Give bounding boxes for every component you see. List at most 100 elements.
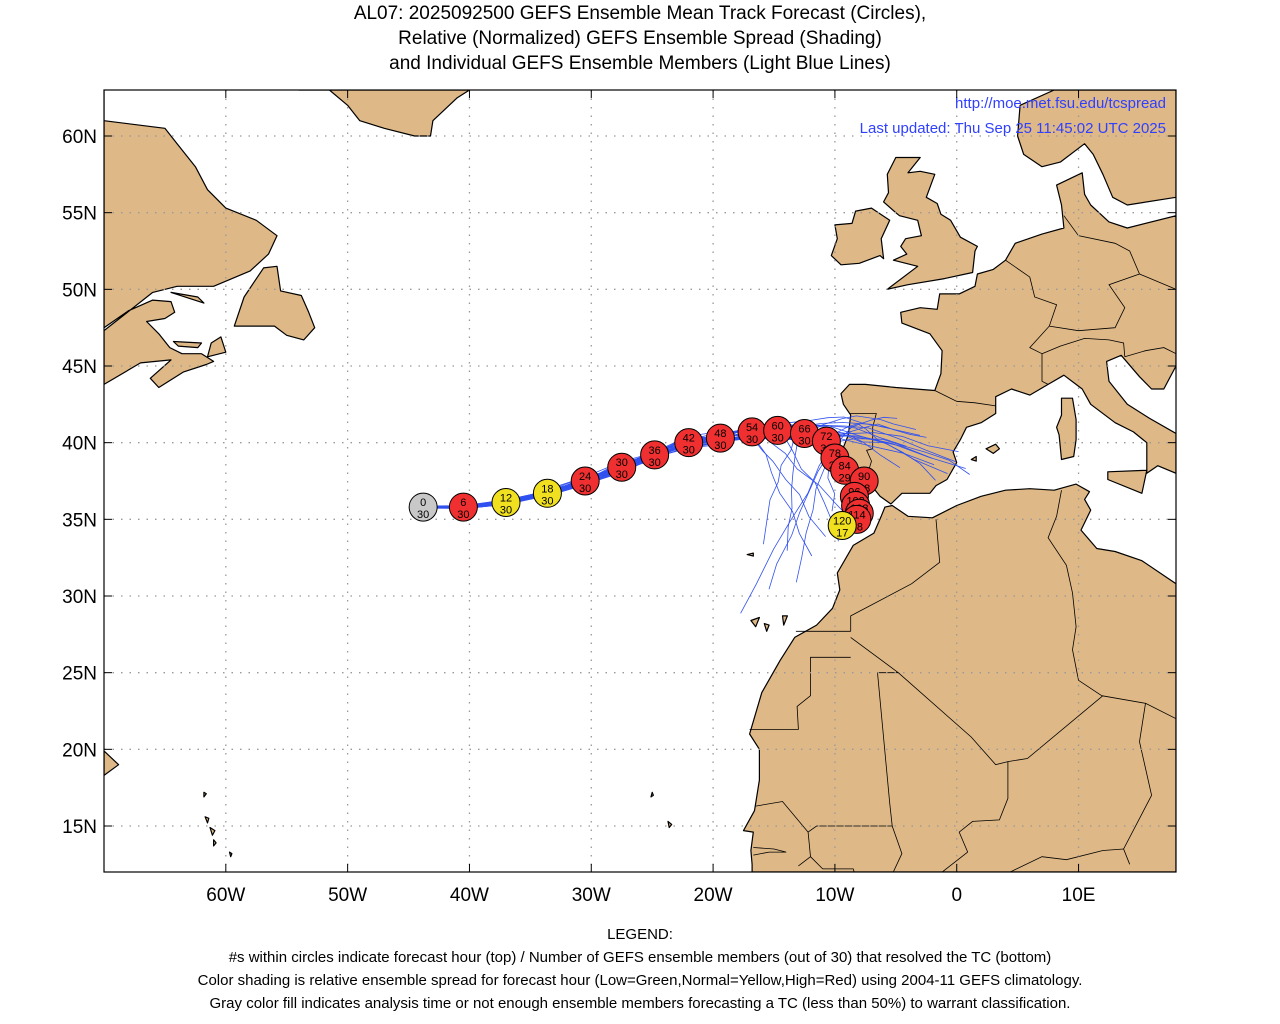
chart-title: AL07: 2025092500 GEFS Ensemble Mean Trac…: [0, 1, 1280, 76]
greenland-land: [298, 90, 471, 137]
anticosti-land: [170, 291, 205, 304]
sicily-land: [1107, 469, 1148, 494]
track-circle: [491, 487, 521, 517]
africa-land: [742, 483, 1176, 872]
forecast-hour-label: 24: [579, 471, 591, 483]
forecast-hour-label: 12: [500, 492, 512, 504]
fuerteventura-land: [781, 615, 789, 626]
legend-heading: LEGEND:: [607, 926, 673, 943]
lon-label-30W: 30W: [572, 885, 611, 906]
legend-line-2: Color shading is relative ensemble sprea…: [197, 972, 1083, 989]
forecast-hour-label: 90: [858, 471, 870, 483]
member-count-label: 30: [683, 445, 695, 457]
member-count-label: 30: [417, 509, 429, 521]
source-url[interactable]: http://moe.met.fsu.edu/tcspread: [955, 95, 1166, 112]
lat-label-55N: 55N: [62, 204, 97, 225]
mali-niger-border: [958, 761, 1009, 853]
forecast-hour-label: 18: [541, 483, 553, 495]
track-circle: [705, 423, 735, 453]
forecast-hour-label: 60: [772, 420, 784, 432]
track-point-0: 030: [408, 492, 438, 522]
lat-label-60N: 60N: [62, 127, 97, 148]
lesser-antilles-4-land: [213, 839, 217, 847]
germany-east-border: [1049, 215, 1141, 332]
algeria-mali-border: [898, 672, 1104, 766]
legend-line-3: Gray color fill indicates analysis time …: [209, 995, 1071, 1012]
member-count-label: 30: [579, 483, 591, 495]
lon-label-10W: 10W: [815, 885, 854, 906]
track-circle: [448, 492, 478, 522]
europe-africa-landmass-land: [840, 90, 1176, 505]
member-count-label: 30: [772, 432, 784, 444]
lat-label-25N: 25N: [62, 664, 97, 685]
member-count-label: 30: [541, 495, 553, 507]
title-line-3: and Individual GEFS Ensemble Members (Li…: [389, 53, 891, 74]
forecast-hour-label: 42: [683, 433, 695, 445]
track-circle: [674, 428, 704, 458]
lesser-antilles-1-land: [203, 791, 207, 798]
lon-label-0: 0: [951, 885, 962, 906]
map-frame: [103, 89, 1177, 873]
track-circle: [570, 466, 600, 496]
balkans-border: [1124, 347, 1176, 358]
mauritania-ws-border: [749, 656, 851, 730]
lon-label-60W: 60W: [206, 885, 245, 906]
member-count-label: 30: [714, 440, 726, 452]
member-count-label: 30: [457, 509, 469, 521]
ireland-land: [830, 207, 891, 266]
ibiza-land: [970, 455, 977, 462]
cape-verde-1-land: [650, 791, 655, 798]
guinea-border: [810, 856, 879, 872]
last-updated: Last updated: Thu Sep 25 11:45:02 UTC 20…: [860, 120, 1166, 137]
lat-label-15N: 15N: [62, 817, 97, 838]
track-circle: [607, 452, 637, 482]
track-point-6: 630: [448, 492, 478, 522]
barbados-land: [228, 851, 233, 858]
newfoundland-land: [233, 265, 316, 341]
corsica-sardinia-land: [1055, 397, 1077, 461]
lat-label-40N: 40N: [62, 434, 97, 455]
title-line-1: AL07: 2025092500 GEFS Ensemble Mean Trac…: [353, 3, 927, 24]
lat-label-35N: 35N: [62, 510, 97, 531]
lon-label-20W: 20W: [694, 885, 733, 906]
lesser-antilles-3-land: [209, 826, 216, 836]
lat-label-50N: 50N: [62, 280, 97, 301]
morocco-algeria-border: [850, 519, 941, 632]
ensemble-mean-track: 0306301230183024303030363042304830543060…: [408, 415, 879, 540]
labrador-quebec-land: [104, 90, 278, 389]
algeria-tunisia-border: [1047, 490, 1073, 593]
gran-canaria-land: [763, 622, 770, 632]
italy-north-border: [1041, 337, 1126, 357]
spain-france-border: [934, 390, 996, 407]
land-layer: [104, 90, 1176, 872]
pei-land: [172, 340, 203, 349]
member-count-label: 29: [839, 472, 851, 484]
puerto-rico-edge-land: [104, 750, 120, 777]
lat-label-30N: 30N: [62, 587, 97, 608]
forecast-hour-label: 36: [648, 445, 660, 457]
gambia-border: [753, 847, 787, 856]
forecast-hour-label: 120: [833, 515, 851, 527]
forecast-hour-label: 66: [798, 423, 810, 435]
map-axes: 15N 20N 25N 30N 35N 40N 45N 50N 55N 60N 60W 50W 40W 3…: [62, 90, 1176, 906]
great-britain-land: [882, 156, 979, 290]
lon-label-50W: 50W: [328, 885, 367, 906]
forecast-hour-label: 72: [820, 431, 832, 443]
track-circle: [408, 492, 438, 522]
canary-islands-land: [750, 616, 761, 628]
mallorca-land: [985, 443, 1001, 454]
forecast-hour-label: 6: [460, 497, 466, 509]
member-count-label: 30: [616, 469, 628, 481]
cape-breton-land: [206, 336, 227, 358]
cape-verde-2-land: [667, 820, 673, 829]
lon-label-10E: 10E: [1062, 885, 1096, 906]
madeira-land: [746, 552, 754, 557]
